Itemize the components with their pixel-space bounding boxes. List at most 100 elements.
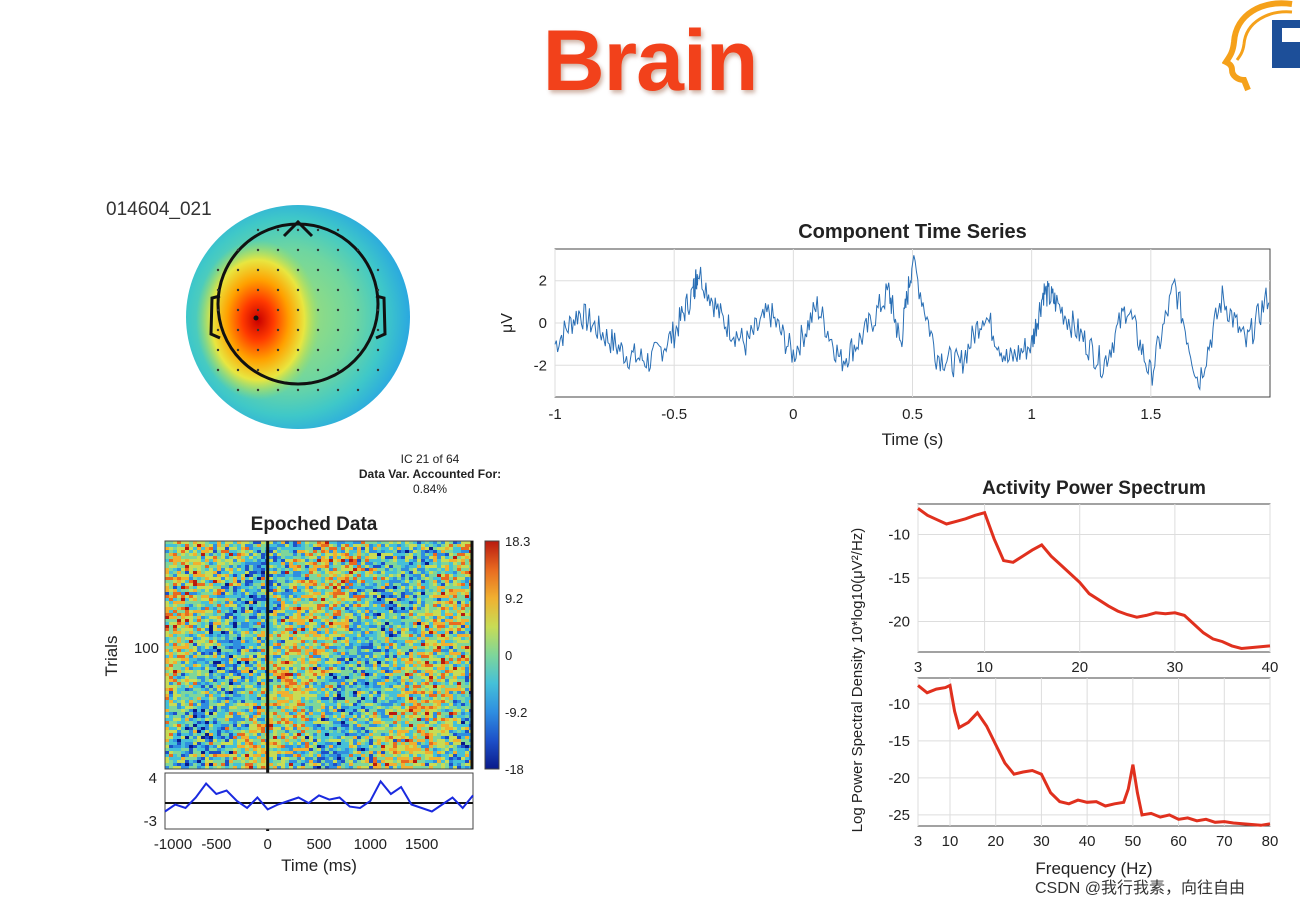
heatmap-cell [401,703,405,706]
heatmap-cell [249,562,253,565]
heatmap-cell [245,670,249,673]
heatmap-cell [429,643,433,646]
heatmap-cell [449,634,453,637]
heatmap-cell [281,670,285,673]
heatmap-cell [433,613,437,616]
heatmap-cell [329,556,333,559]
heatmap-cell [385,628,389,631]
heatmap-cell [317,676,321,679]
heatmap-cell [213,628,217,631]
heatmap-cell [441,541,445,544]
heatmap-cell [273,697,277,700]
heatmap-cell [317,562,321,565]
heatmap-cell [309,658,313,661]
heatmap-cell [397,634,401,637]
head-profile-logo [1222,0,1300,92]
heatmap-cell [177,694,181,697]
heatmap-cell [305,586,309,589]
heatmap-cell [377,622,381,625]
heatmap-cell [209,643,213,646]
heatmap-cell [377,640,381,643]
heatmap-cell [429,664,433,667]
heatmap-cell [389,613,393,616]
heatmap-cell [217,721,221,724]
heatmap-cell [297,646,301,649]
heatmap-cell [429,667,433,670]
heatmap-cell [449,559,453,562]
heatmap-cell [209,565,213,568]
x-tick-label: -1 [548,406,561,423]
heatmap-cell [333,556,337,559]
heatmap-cell [173,562,177,565]
heatmap-cell [449,589,453,592]
heatmap-cell [365,727,369,730]
heatmap-cell [217,541,221,544]
heatmap-cell [273,640,277,643]
heatmap-cell [229,658,233,661]
heatmap-cell [417,595,421,598]
heatmap-cell [189,661,193,664]
heatmap-cell [249,655,253,658]
heatmap-cell [461,718,465,721]
heatmap-cell [249,706,253,709]
heatmap-cell [425,679,429,682]
heatmap-cell [209,661,213,664]
heatmap-cell [345,691,349,694]
heatmap-cell [285,712,289,715]
heatmap-cell [201,619,205,622]
heatmap-cell [165,544,169,547]
heatmap-cell [373,673,377,676]
heatmap-cell [409,649,413,652]
heatmap-cell [293,694,297,697]
heatmap-cell [297,619,301,622]
heatmap-cell [441,649,445,652]
heatmap-cell [353,559,357,562]
heatmap-cell [285,703,289,706]
heatmap-cell [241,655,245,658]
heatmap-cell [297,541,301,544]
heatmap-cell [277,709,281,712]
heatmap-cell [337,649,341,652]
heatmap-cell [181,646,185,649]
heatmap-cell [273,727,277,730]
heatmap-cell [457,574,461,577]
heatmap-cell [357,649,361,652]
heatmap-cell [297,580,301,583]
heatmap-cell [285,673,289,676]
heatmap-cell [357,559,361,562]
heatmap-cell [221,601,225,604]
heatmap-cell [401,706,405,709]
heatmap-cell [437,568,441,571]
heatmap-cell [353,655,357,658]
heatmap-cell [405,664,409,667]
heatmap-cell [365,700,369,703]
heatmap-cell [305,727,309,730]
heatmap-cell [441,589,445,592]
heatmap-cell [373,700,377,703]
electrode-dot [376,368,380,372]
heatmap-cell [185,649,189,652]
heatmap-cell [317,724,321,727]
heatmap-cell [309,556,313,559]
heatmap-cell [345,556,349,559]
heatmap-cell [393,691,397,694]
heatmap-cell [273,706,277,709]
heatmap-cell [441,583,445,586]
heatmap-cell [417,613,421,616]
heatmap-cell [433,604,437,607]
heatmap-cell [261,703,265,706]
heatmap-cell [253,643,257,646]
heatmap-cell [369,721,373,724]
heatmap-cell [397,619,401,622]
heatmap-cell [325,685,329,688]
heatmap-cell [361,727,365,730]
heatmap-cell [237,610,241,613]
heatmap-cell [397,646,401,649]
heatmap-cell [381,574,385,577]
heatmap-cell [341,565,345,568]
heatmap-cell [185,616,189,619]
heatmap-cell [389,658,393,661]
heatmap-cell [221,568,225,571]
heatmap-cell [449,721,453,724]
heatmap-cell [433,676,437,679]
